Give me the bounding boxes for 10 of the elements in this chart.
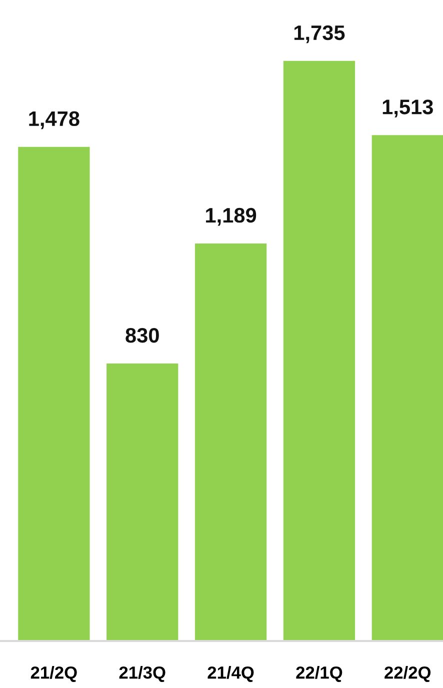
x-tick-label: 22/2Q — [384, 666, 431, 682]
data-label: 830 — [126, 328, 159, 343]
x-tick-label: 21/2Q — [30, 666, 77, 682]
data-label: 1,478 — [29, 111, 80, 130]
data-label: 1,735 — [294, 25, 345, 44]
x-tick-label: 21/3Q — [119, 666, 166, 682]
data-label: 1,513 — [382, 100, 433, 118]
x-tick-label: 21/4Q — [208, 666, 254, 682]
x-tick-label: 22/1Q — [296, 666, 342, 682]
data-label: 1,189 — [206, 208, 256, 226]
